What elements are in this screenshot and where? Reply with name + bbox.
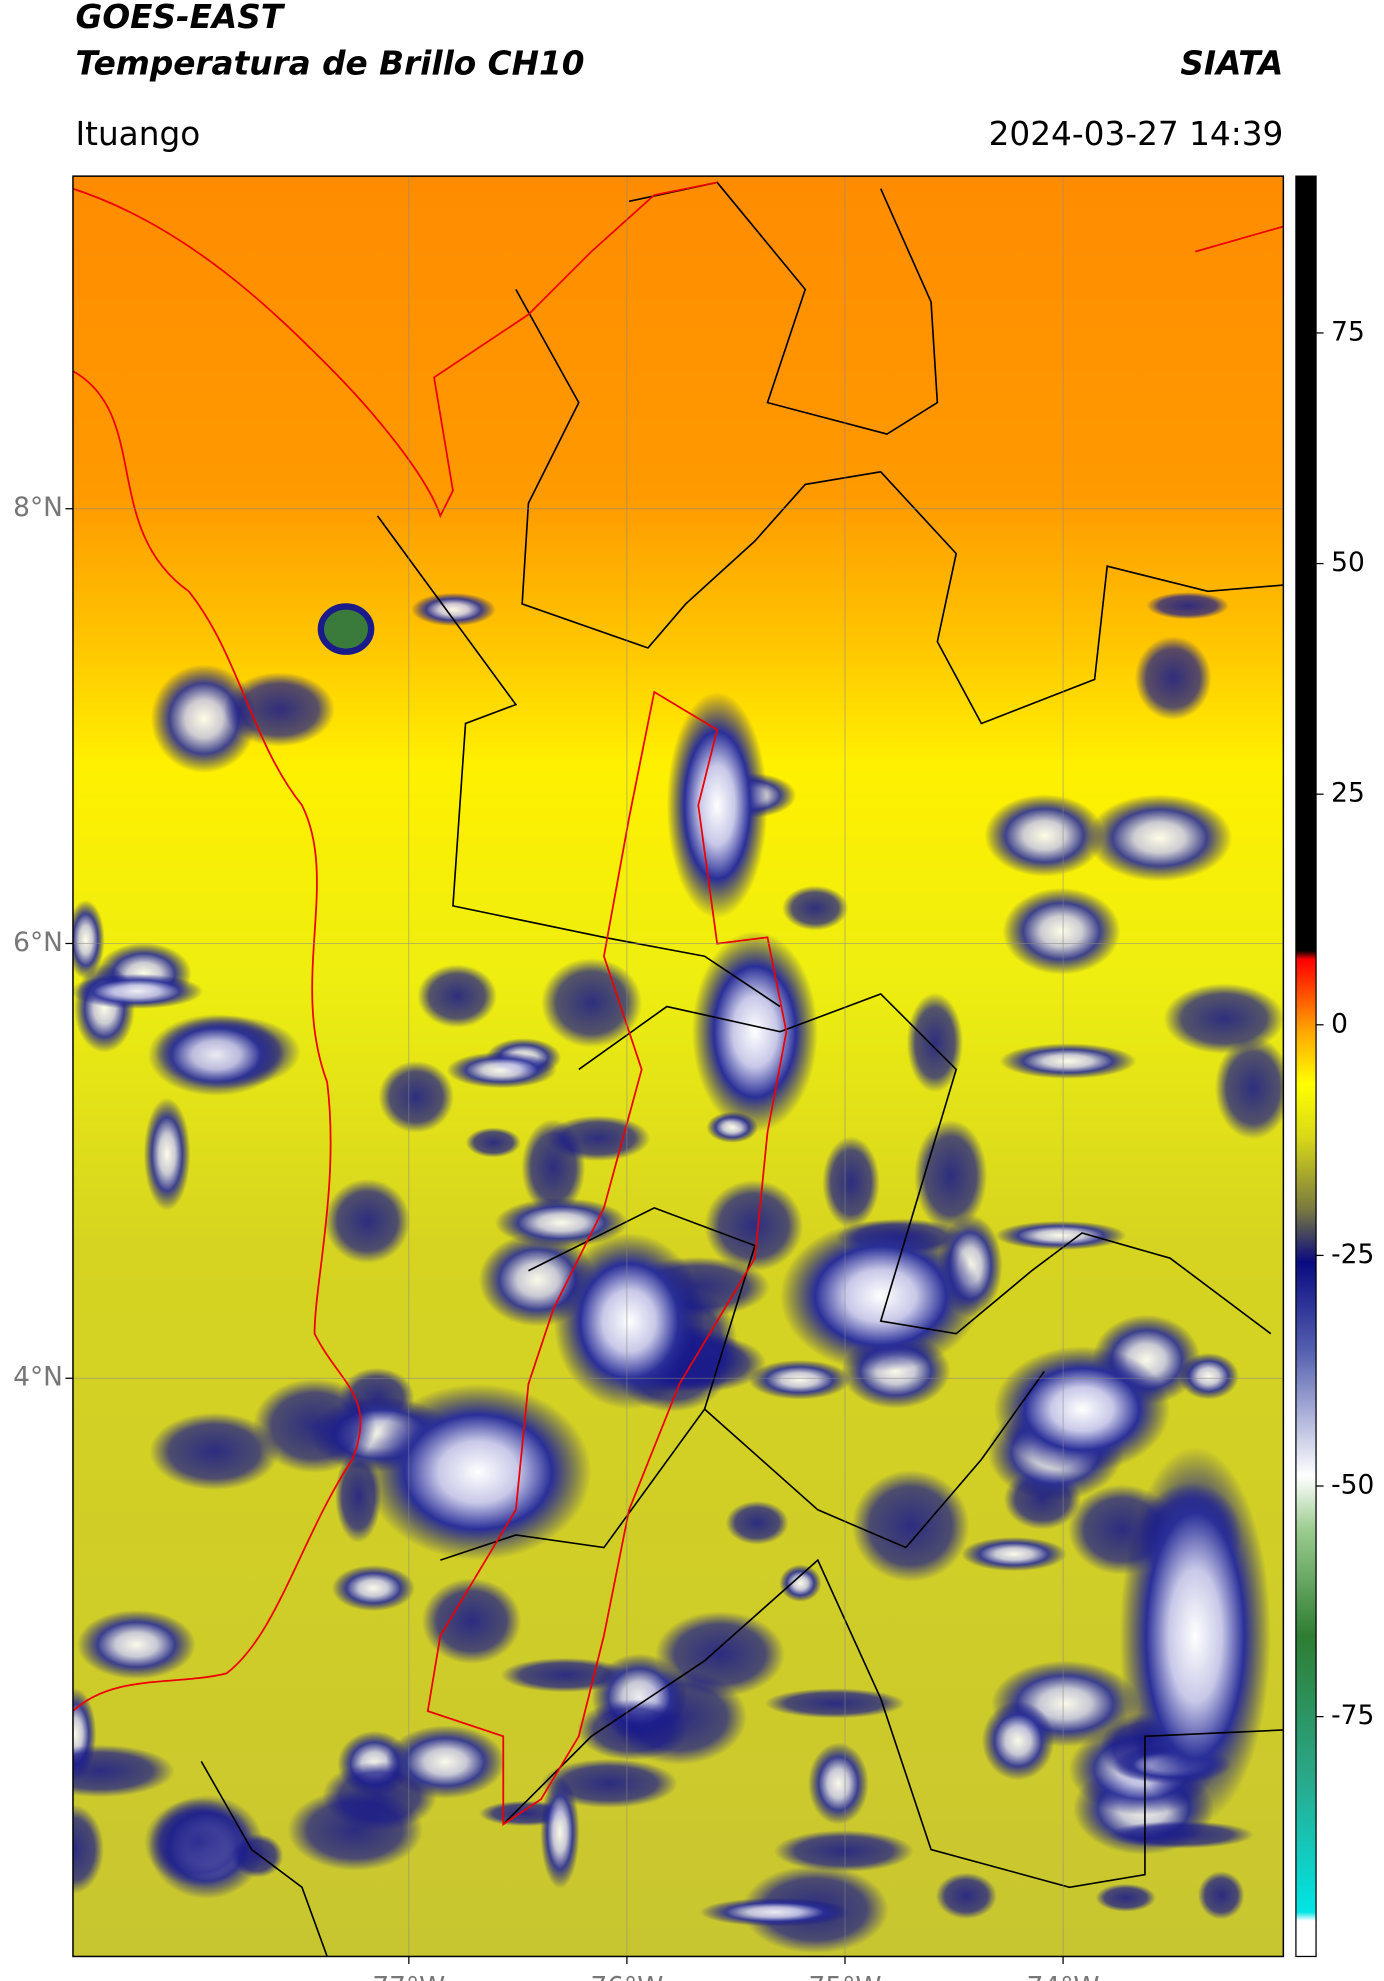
cloud-patch <box>1146 592 1230 620</box>
cloud-patch <box>822 1136 880 1229</box>
cloud-patch <box>1178 1352 1239 1400</box>
cloud-patch <box>147 1014 285 1096</box>
cloud-patch <box>906 992 963 1093</box>
cloud-core <box>553 1233 705 1410</box>
map-frame <box>72 175 1285 1958</box>
cloud-core <box>1119 1446 1271 1825</box>
cloud-patch <box>378 1060 454 1133</box>
cloud-patch <box>725 1501 789 1545</box>
cloud-patch <box>1197 1871 1245 1920</box>
cloud-core <box>993 1346 1171 1473</box>
cloud-core <box>780 1220 982 1372</box>
colorbar-tick-label: 25 <box>1331 778 1365 809</box>
cloud-patch <box>577 1699 689 1761</box>
y-tick-label: 4°N <box>13 1362 63 1393</box>
satellite: GOES-EAST <box>75 0 285 36</box>
cloud-patch <box>779 1564 822 1602</box>
cloud-patch <box>150 664 258 773</box>
colorbar-tick-label: -50 <box>1331 1470 1374 1501</box>
cloud-patch <box>385 1725 506 1799</box>
x-tick-label: 74°W <box>1027 1971 1100 1981</box>
cloud-patch <box>851 1470 970 1582</box>
cloud-patch <box>144 1798 254 1887</box>
cloud-patch <box>994 1221 1127 1250</box>
colorbar-tick-label: -75 <box>1331 1700 1374 1731</box>
cloud-patch <box>417 964 497 1028</box>
cloud-patch <box>655 1611 785 1697</box>
institution: SIATA <box>1180 44 1283 82</box>
cloud-core <box>666 691 768 919</box>
colorbar-tick-label: 75 <box>1331 316 1365 347</box>
cloud-patch <box>774 1830 914 1872</box>
colorbar-tick-label: 50 <box>1331 547 1365 578</box>
cloud-core <box>364 1383 592 1561</box>
colorbar <box>1295 175 1317 1958</box>
product: Temperatura de Brillo CH10 <box>75 44 584 82</box>
cloud-patch <box>495 1198 628 1248</box>
x-tick-label: 77°W <box>372 1971 445 1981</box>
location: Ituango <box>75 115 200 153</box>
cloud-patch <box>72 900 105 980</box>
colorbar-tick-label: -25 <box>1331 1239 1374 1270</box>
cloud-patch <box>540 1758 678 1808</box>
cloud-patch <box>411 592 496 627</box>
cloud-patch <box>72 1744 175 1798</box>
cloud-patch <box>446 1051 557 1089</box>
x-tick-label: 75°W <box>809 1971 882 1981</box>
y-tick-label: 8°N <box>13 492 63 523</box>
cloud-patch <box>143 1097 191 1211</box>
cloud-patch <box>935 1872 997 1919</box>
cloud-patch <box>1134 636 1212 720</box>
cloud-patch <box>984 794 1105 877</box>
cloud-patch <box>808 1742 869 1825</box>
cloud-patch <box>1163 983 1284 1054</box>
cloud-patch <box>546 1115 651 1162</box>
cloud-patch <box>1095 1883 1156 1912</box>
cloud-patch <box>541 958 643 1048</box>
cloud-patch <box>704 1180 804 1272</box>
cloud-patch <box>1107 1821 1255 1849</box>
cloud-core <box>692 931 818 1133</box>
cloud-patch <box>764 1688 906 1719</box>
cloud-patch <box>748 1360 851 1400</box>
cloud-patch <box>72 1804 104 1894</box>
cloud-patch <box>223 672 335 747</box>
cloud-patch <box>1214 1036 1284 1140</box>
cloud-patch <box>1002 887 1121 975</box>
x-tick-label: 76°W <box>590 1971 663 1981</box>
cloud-patch <box>1087 794 1233 882</box>
cloud-core <box>317 603 375 655</box>
cloud-patch <box>253 1378 377 1473</box>
cloud-patch <box>540 1775 580 1889</box>
cloud-patch <box>72 973 204 1009</box>
cloud-patch <box>782 885 849 931</box>
map-image <box>72 176 1284 1957</box>
cloud-patch <box>77 1610 196 1680</box>
cloud-patch <box>421 1578 522 1664</box>
cloud-patch <box>465 1127 521 1158</box>
cloud-patch <box>324 1178 411 1264</box>
datetime: 2024-03-27 14:39 <box>989 115 1284 153</box>
cloud-patch <box>981 1700 1055 1781</box>
cloud-patch <box>999 1043 1137 1079</box>
colorbar-tick-label: 0 <box>1331 1008 1348 1039</box>
y-tick-label: 6°N <box>13 927 63 958</box>
cloud-patch <box>961 1537 1067 1572</box>
cloud-patch <box>331 1565 415 1612</box>
cloud-patch <box>149 1412 280 1491</box>
cloud-patch <box>699 1897 851 1927</box>
